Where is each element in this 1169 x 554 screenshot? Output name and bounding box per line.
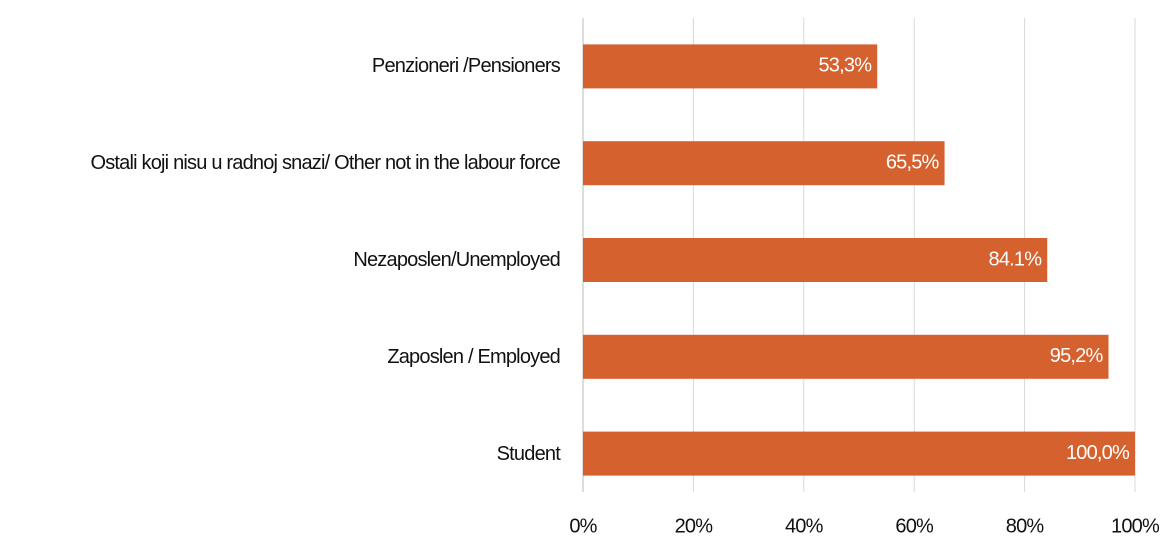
value-label: 84.1% [989,248,1043,270]
bar [583,141,945,186]
x-tick-label: 80% [1006,515,1045,537]
y-tick-label: Nezaposlen/Unemployed [353,249,560,271]
y-tick-label: Ostali koji nisu u radnoj snazi/ Other n… [90,152,560,175]
x-tick-label: 40% [785,515,824,537]
bar [583,334,1109,379]
y-tick-label: Penzioneri /Pensioners [371,55,561,78]
x-tick-label: 20% [675,515,714,537]
x-tick-label: 100% [1111,515,1160,537]
value-label: 95,2% [1050,345,1104,367]
y-tick-label: Zaposlen / Employed [387,345,560,368]
value-label: 53,3% [818,55,872,77]
x-tick-label: 60% [895,515,934,537]
x-tick-label: 0% [569,515,597,537]
bar [583,238,1048,282]
y-tick-label: Student [496,442,561,465]
bar [583,431,1135,476]
value-label: 100,0% [1066,442,1130,464]
bar [583,44,878,89]
value-label: 65,5% [886,151,940,173]
